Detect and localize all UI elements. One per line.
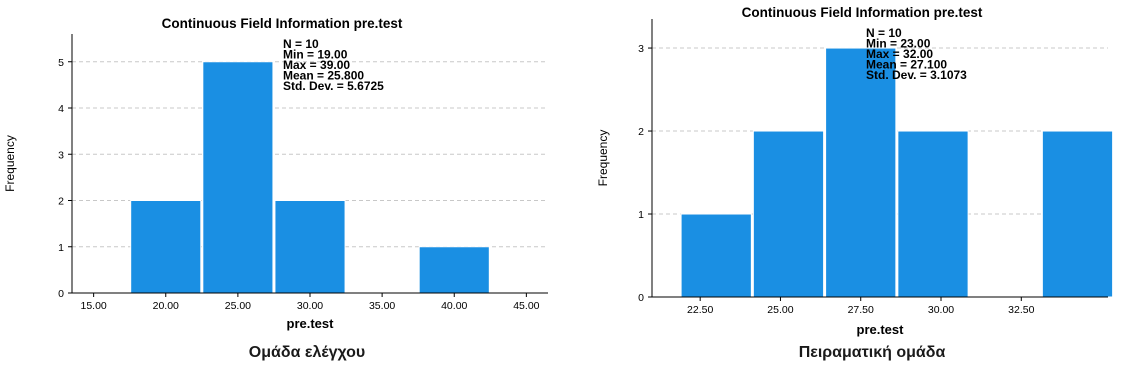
- stats-line: N = 10: [866, 26, 902, 40]
- x-tick-label: 25.00: [767, 304, 793, 316]
- x-tick-label: 30.00: [297, 300, 323, 312]
- x-tick-label: 35.00: [369, 300, 395, 312]
- y-tick-label: 4: [58, 103, 64, 115]
- stats-line: N = 10: [283, 37, 319, 51]
- stats-line: Mean = 25.800: [283, 69, 364, 83]
- stats-line: Max = 39.00: [283, 58, 350, 72]
- caption-experimental-group: Πειραματική ομάδα: [798, 344, 946, 361]
- x-tick-label: 22.50: [687, 304, 713, 316]
- histogram-bar: [130, 200, 202, 294]
- histogram-bar: [1041, 130, 1114, 298]
- stats-line: Min = 23.00: [866, 37, 931, 51]
- y-tick-label: 2: [58, 196, 64, 208]
- x-tick-label: 40.00: [441, 300, 467, 312]
- x-tick-label: 25.00: [225, 300, 251, 312]
- y-axis-label: Frequency: [3, 135, 17, 192]
- y-tick-label: 5: [58, 57, 64, 69]
- histogram-bar: [752, 130, 825, 298]
- x-axis-label: pre.test: [857, 322, 905, 337]
- x-axis-label: pre.test: [287, 316, 335, 331]
- stats-line: Mean = 27.100: [866, 58, 947, 72]
- histogram-bar: [418, 246, 490, 294]
- histogram-bar: [825, 47, 897, 298]
- chart-title: Continuous Field Information pre.test: [742, 5, 983, 20]
- x-tick-label: 27.50: [848, 304, 874, 316]
- histogram-2: 0 1 2 3 22.50 25.00 27.50 30.00 32.50 Continuous …: [596, 5, 1114, 337]
- stats-line: Min = 19.00: [283, 48, 348, 62]
- x-tick-label: 32.50: [1008, 304, 1034, 316]
- x-tick-label: 15.00: [80, 300, 106, 312]
- y-axis-label: Frequency: [596, 130, 610, 187]
- histogram-bar: [202, 61, 274, 294]
- caption-control-group: Ομάδα ελέγχου: [248, 344, 366, 361]
- x-tick-label: 20.00: [153, 300, 179, 312]
- x-tick-label: 45.00: [513, 300, 539, 312]
- stats-line: Std. Dev. = 3.1073: [866, 68, 967, 82]
- y-tick-label: 0: [58, 288, 64, 300]
- stats-line: Max = 32.00: [866, 47, 933, 61]
- y-tick-label: 3: [638, 43, 644, 55]
- histogram-bar: [680, 213, 752, 298]
- y-tick-label: 3: [58, 149, 64, 161]
- histogram-bar: [274, 200, 346, 294]
- x-tick-label: 30.00: [928, 304, 954, 316]
- y-tick-label: 1: [58, 242, 64, 254]
- y-tick-label: 2: [638, 126, 644, 138]
- y-tick-label: 1: [638, 209, 644, 221]
- histogram-1: 0 1 2 3 4 5 15.00 20.00 25.00 30.00 35.00 40.00 45.0…: [3, 16, 548, 331]
- chart-title: Continuous Field Information pre.test: [162, 16, 403, 31]
- stats-line: Std. Dev. = 5.6725: [283, 79, 384, 93]
- histogram-bar: [897, 130, 969, 298]
- y-tick-label: 0: [638, 292, 644, 304]
